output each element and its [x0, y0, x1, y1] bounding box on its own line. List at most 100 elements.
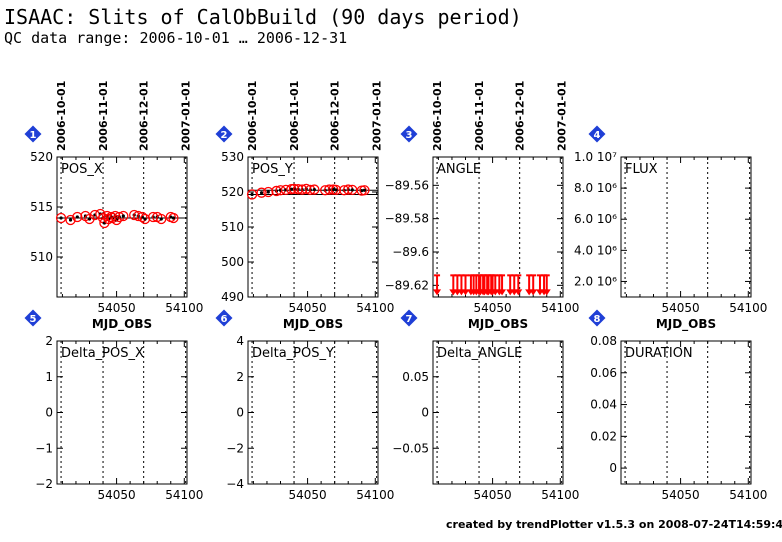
- y-tick-label: 4: [236, 334, 244, 348]
- y-tick-label: −4: [226, 477, 244, 491]
- data-point: [121, 214, 125, 218]
- panel-number-badge: [588, 125, 606, 143]
- footer-credit: created by trendPlotter v1.5.3 on 2008-0…: [446, 518, 782, 531]
- y-tick-label: −0.05: [392, 441, 429, 455]
- data-point: [87, 217, 92, 221]
- data-point: [55, 212, 67, 224]
- data-point: [118, 210, 129, 222]
- data-point: [514, 289, 523, 296]
- x-tick-label: 54100: [729, 488, 767, 502]
- x-axis-title: MJD_OBS: [468, 317, 528, 332]
- x-tick-label: 54050: [661, 488, 699, 502]
- y-tick-label: −89.58: [385, 212, 429, 226]
- data-point: [246, 189, 258, 200]
- x-axis-title: MJD_OBS: [92, 317, 152, 332]
- x-tick-label: 54100: [356, 488, 394, 502]
- y-tick-label: 0: [609, 461, 617, 475]
- y-tick-label: 500: [221, 255, 244, 269]
- panel-label: ANGLE: [437, 162, 481, 177]
- y-tick-label: 1.0 10⁷: [574, 150, 617, 164]
- x-tick-label: 54100: [729, 301, 767, 315]
- x-tick-label: 54100: [165, 301, 203, 315]
- data-point: [350, 188, 354, 192]
- date-tick-label: 2006-11-01: [288, 81, 301, 151]
- x-tick-label: 54050: [661, 301, 699, 315]
- data-point: [143, 217, 147, 221]
- panel-label: Delta_POS_Y: [252, 346, 334, 361]
- y-tick-label: −89.6: [392, 245, 429, 259]
- data-point: [362, 188, 367, 192]
- y-tick-label: 515: [30, 200, 53, 214]
- plot-frame: [432, 340, 564, 485]
- chart-panel-1: 54050 54100 510 515 520 POS_X MJD_OBS 2006-10-0…: [24, 81, 203, 332]
- y-tick-label: 510: [221, 220, 244, 234]
- data-point: [331, 187, 335, 192]
- y-tick-label: 510: [30, 250, 53, 264]
- data-point: [256, 187, 267, 198]
- data-point: [309, 184, 320, 195]
- data-point: [168, 212, 179, 224]
- data-point: [171, 216, 176, 220]
- chart-panel-3: 54050 54100 −89.62 −89.6 −89.58 −89.56 ANGLE MJ…: [385, 81, 580, 332]
- data-point: [169, 215, 173, 219]
- data-point: [498, 289, 507, 296]
- panel-label: POS_Y: [252, 162, 293, 177]
- x-tick-label: 54050: [97, 301, 135, 315]
- date-tick-label: 2007-01-01: [371, 81, 384, 151]
- plot-frame: [432, 156, 564, 298]
- x-tick-label: 54100: [541, 488, 579, 502]
- data-point: [461, 289, 470, 296]
- y-tick-label: −1: [35, 441, 53, 455]
- x-tick-label: 54100: [541, 301, 579, 315]
- data-point: [312, 187, 316, 192]
- y-tick-label: −2: [226, 441, 244, 455]
- date-tick-label: 2006-12-01: [514, 81, 527, 151]
- y-tick-label: 530: [221, 150, 244, 164]
- x-axis-title: MJD_OBS: [656, 317, 716, 332]
- data-point: [75, 215, 79, 219]
- panel-number-label: 2: [221, 130, 228, 141]
- data-point: [68, 218, 73, 222]
- x-tick-label: 54050: [473, 301, 511, 315]
- y-tick-label: 0.04: [590, 398, 617, 412]
- data-point: [59, 216, 63, 220]
- date-tick-label: 2006-12-01: [329, 81, 342, 151]
- chart-panel-6: 54050 54100 −4 −2 0 2 4 Delta_POS_Y 6: [215, 309, 394, 502]
- data-point: [359, 185, 370, 196]
- data-point: [529, 289, 538, 296]
- data-point: [433, 289, 442, 296]
- plot-frame: [247, 156, 379, 298]
- y-tick-label: 8.0 10⁶: [574, 181, 617, 195]
- chart-panel-8: 54050 54100 0 0.02 0.04 0.06 0.08 DURATION 8: [588, 309, 767, 502]
- data-point: [334, 188, 338, 192]
- data-point: [259, 191, 264, 195]
- panel-number-label: 8: [594, 314, 601, 325]
- plot-frame: [620, 340, 752, 485]
- y-tick-label: −89.62: [385, 278, 429, 292]
- y-tick-label: 1: [45, 370, 53, 384]
- y-tick-label: 0: [236, 406, 244, 420]
- data-point: [159, 217, 163, 221]
- x-tick-label: 54050: [288, 488, 326, 502]
- x-tick-label: 54100: [165, 488, 203, 502]
- y-tick-label: 520: [30, 150, 53, 164]
- panel-number-label: 3: [406, 130, 413, 141]
- y-tick-label: 2.0 10⁶: [574, 274, 617, 288]
- x-tick-label: 54050: [288, 301, 326, 315]
- panel-label: Delta_POS_X: [61, 346, 144, 361]
- chart-panel-7: 54050 54100 −0.05 0 0.05 Delta_ANGLE 7: [392, 309, 579, 502]
- date-tick-label: 2006-12-01: [138, 81, 151, 151]
- panel-number-label: 4: [594, 130, 601, 141]
- data-point: [330, 184, 342, 196]
- panel-label: Delta_ANGLE: [437, 346, 522, 361]
- chart-panel-2: 54050 54100 490 500 510 520 530 POS_Y MJD_OBS 200…: [215, 81, 394, 332]
- y-tick-label: 490: [221, 290, 244, 304]
- panel-label: POS_X: [61, 162, 103, 177]
- panel-label: FLUX: [625, 162, 658, 177]
- data-point: [289, 187, 293, 191]
- date-tick-label: 2006-11-01: [473, 81, 486, 151]
- x-axis-title: MJD_OBS: [283, 317, 343, 332]
- panel-number-label: 6: [221, 314, 228, 325]
- plot-frame: [56, 156, 188, 298]
